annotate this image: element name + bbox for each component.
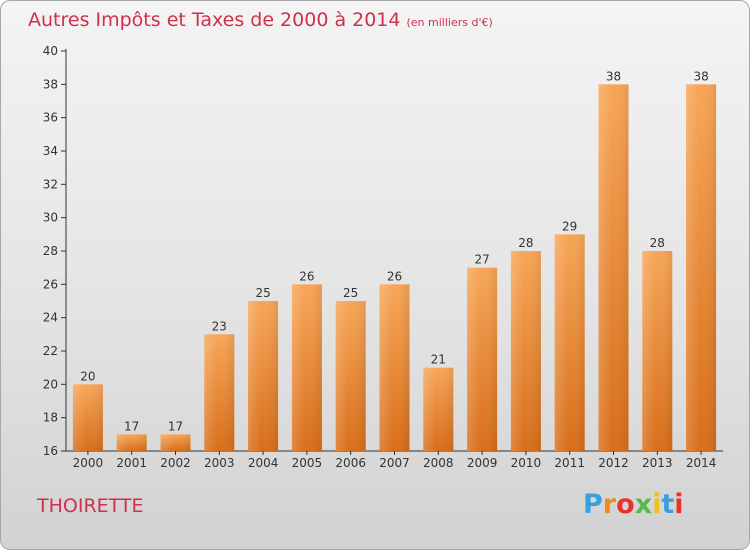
bar-value-label: 17 — [124, 419, 139, 433]
y-tick-label: 34 — [43, 144, 58, 158]
bar-value-label: 26 — [299, 269, 314, 283]
x-tick-label: 2009 — [467, 456, 498, 470]
chart-title-text: Autres Impôts et Taxes de 2000 à 2014 — [28, 9, 401, 31]
chart-title: Autres Impôts et Taxes de 2000 à 2014 (en… — [28, 9, 493, 31]
bar-value-label: 26 — [387, 269, 402, 283]
x-tick-label: 2011 — [554, 456, 585, 470]
y-tick-label: 32 — [43, 177, 58, 191]
bar-value-label: 20 — [80, 369, 95, 383]
bar-shading — [598, 84, 629, 451]
bar-shading — [160, 434, 191, 451]
bar-shading — [335, 301, 366, 451]
bar-shading — [423, 367, 454, 451]
bar-value-label: 28 — [650, 236, 665, 250]
bar-shading — [467, 267, 498, 451]
x-tick-label: 2013 — [642, 456, 673, 470]
bar-value-label: 27 — [474, 253, 489, 267]
x-tick-label: 2007 — [379, 456, 410, 470]
bar-shading — [72, 384, 103, 451]
y-tick-label: 40 — [43, 44, 58, 58]
bar-shading — [554, 234, 585, 451]
bar-shading — [379, 284, 410, 451]
bar-value-label: 29 — [562, 219, 577, 233]
logo-letter: i — [674, 489, 684, 520]
logo-letter: o — [616, 489, 635, 520]
bar-value-label: 28 — [518, 236, 533, 250]
bar-shading — [510, 251, 541, 451]
x-tick-label: 2006 — [335, 456, 366, 470]
bar-shading — [116, 434, 147, 451]
x-tick-label: 2000 — [73, 456, 104, 470]
y-tick-label: 30 — [43, 211, 58, 225]
logo-letter: t — [661, 489, 675, 520]
y-tick-label: 22 — [43, 344, 58, 358]
x-tick-label: 2012 — [598, 456, 629, 470]
x-tick-label: 2002 — [160, 456, 191, 470]
y-tick-label: 28 — [43, 244, 58, 258]
bar-shading — [204, 334, 235, 451]
bar-value-label: 25 — [343, 286, 358, 300]
bar-value-label: 23 — [212, 319, 227, 333]
logo-letter: i — [652, 489, 662, 520]
bar-value-label: 38 — [693, 69, 708, 83]
x-tick-label: 2001 — [116, 456, 147, 470]
bar-shading — [291, 284, 322, 451]
bar-value-label: 17 — [168, 419, 183, 433]
bar-shading — [686, 84, 717, 451]
bar-shading — [642, 251, 673, 451]
chart-unit: (en milliers d'€) — [406, 16, 493, 29]
x-tick-label: 2004 — [248, 456, 279, 470]
logo-letter: P — [583, 489, 603, 520]
x-tick-label: 2014 — [686, 456, 717, 470]
y-tick-label: 24 — [43, 311, 58, 325]
y-tick-label: 38 — [43, 77, 58, 91]
bar-value-label: 21 — [431, 353, 446, 367]
logo-letter: r — [602, 489, 617, 520]
x-tick-label: 2010 — [511, 456, 542, 470]
bar-value-label: 25 — [255, 286, 270, 300]
y-tick-label: 26 — [43, 277, 58, 291]
y-tick-label: 20 — [43, 377, 58, 391]
proxiti-logo: Proxiti — [583, 489, 684, 520]
y-tick-label: 18 — [43, 411, 58, 425]
bar-shading — [248, 301, 279, 451]
y-tick-label: 16 — [43, 444, 58, 458]
x-tick-label: 2005 — [292, 456, 323, 470]
bar-value-label: 38 — [606, 69, 621, 83]
y-tick-label: 36 — [43, 111, 58, 125]
x-tick-label: 2008 — [423, 456, 454, 470]
logo-letter: x — [634, 489, 653, 520]
town-name: THOIRETTE — [37, 495, 144, 517]
x-tick-label: 2003 — [204, 456, 235, 470]
